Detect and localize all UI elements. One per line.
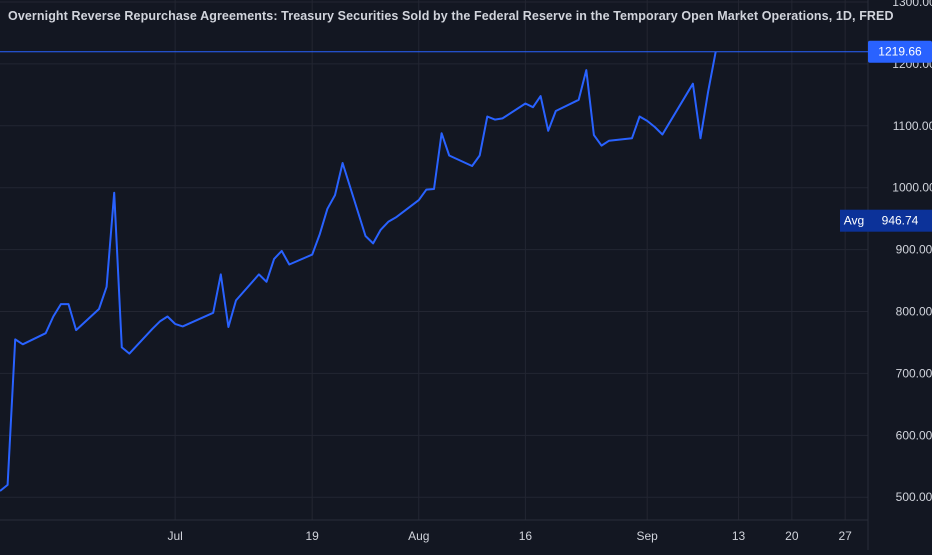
avg-value-badge (868, 209, 932, 232)
x-tick-label: 13 (732, 529, 746, 543)
avg-name-badge (840, 209, 868, 232)
x-tick-label: 19 (305, 529, 319, 543)
x-tick-label: Sep (637, 529, 659, 543)
price-labels: 1219.66 Avg 946.74 (0, 40, 932, 232)
chart-title: Overnight Reverse Repurchase Agreements:… (8, 9, 894, 23)
y-tick-label: 700.00 (896, 366, 932, 380)
grid-lines (0, 0, 868, 520)
x-tick-label: 20 (785, 529, 799, 543)
y-tick-label: 500.00 (896, 490, 932, 504)
y-tick-label: 1300.00 (892, 0, 932, 9)
last-value-badge (868, 40, 932, 63)
avg-value-label: 946.74 (882, 214, 919, 228)
x-tick-label: 16 (519, 529, 533, 543)
x-tick-label: Jul (167, 529, 182, 543)
series-line[interactable] (0, 51, 717, 492)
last-value-label: 1219.66 (878, 45, 922, 59)
avg-label: Avg (844, 214, 864, 228)
y-tick-label: 600.00 (896, 428, 932, 442)
y-tick-label: 800.00 (896, 305, 932, 319)
series-layer (0, 51, 717, 492)
y-tick-label: 900.00 (896, 243, 932, 257)
y-tick-label: 1100.00 (893, 119, 932, 133)
x-tick-label: 27 (838, 529, 852, 543)
y-tick-label: 1000.00 (892, 181, 932, 195)
x-tick-label: Aug (408, 529, 429, 543)
